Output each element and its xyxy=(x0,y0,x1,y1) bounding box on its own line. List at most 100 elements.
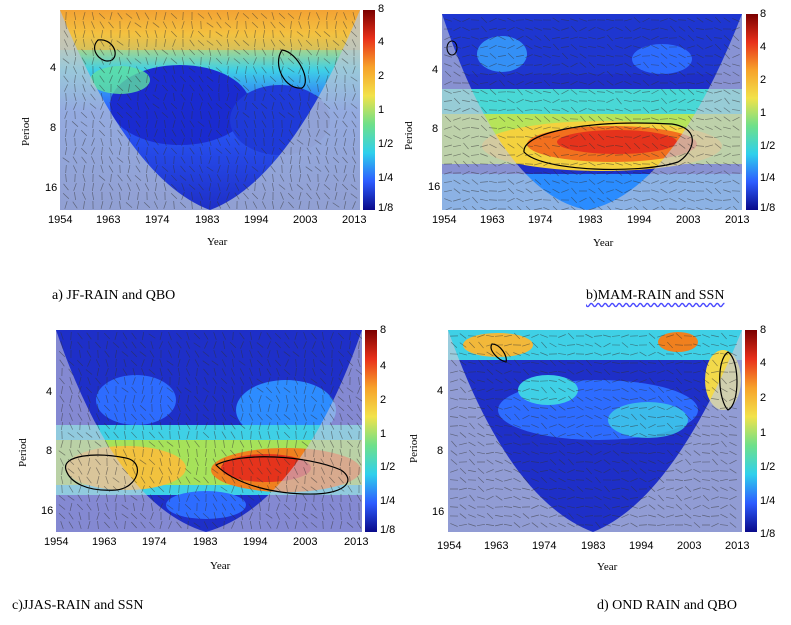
phase-arrow xyxy=(275,494,281,502)
phase-arrow xyxy=(576,505,584,509)
phase-arrow xyxy=(516,206,522,210)
phase-arrow xyxy=(338,386,344,394)
phase-arrow xyxy=(612,468,620,474)
phase-arrow xyxy=(249,350,253,358)
phase-arrow xyxy=(516,143,524,149)
phase-arrow xyxy=(278,184,286,190)
phase-arrow xyxy=(215,57,223,65)
phase-arrow xyxy=(193,477,201,483)
phase-arrow xyxy=(711,378,719,384)
phase-arrow xyxy=(701,479,711,481)
phase-arrow xyxy=(667,341,673,349)
phase-arrow xyxy=(338,476,344,484)
phase-arrows-0 xyxy=(62,11,358,210)
phase-arrow xyxy=(268,475,270,485)
phase-arrow xyxy=(230,377,236,385)
phase-arrow xyxy=(161,49,169,55)
phase-arrow xyxy=(648,451,656,455)
phase-arrow xyxy=(95,413,101,421)
phase-arrow xyxy=(531,505,539,509)
phase-arrow xyxy=(684,388,692,392)
phase-arrow xyxy=(702,405,710,411)
phase-arrow xyxy=(552,180,560,184)
phase-arrow xyxy=(302,521,308,529)
phase-arrow xyxy=(552,135,560,139)
phase-arrow xyxy=(293,395,299,403)
phase-arrow xyxy=(80,121,88,127)
phase-arrow xyxy=(724,52,730,60)
phase-arrow xyxy=(594,397,602,401)
phase-arrow xyxy=(322,331,324,341)
phase-arrow xyxy=(621,334,629,338)
phase-arrow xyxy=(116,111,124,119)
phase-arrow xyxy=(320,377,326,385)
phase-arrow xyxy=(163,138,167,146)
phase-arrow xyxy=(553,151,559,159)
phase-arrow xyxy=(259,502,261,512)
phase-arrow xyxy=(657,370,665,374)
phase-arrow xyxy=(341,58,349,64)
phase-arrow xyxy=(732,205,738,210)
phase-arrow xyxy=(135,30,141,38)
phase-arrow xyxy=(191,200,193,210)
phase-arrow xyxy=(140,341,146,349)
phase-arrow xyxy=(152,76,160,82)
phase-arrow xyxy=(696,125,704,131)
phase-arrow xyxy=(139,512,147,520)
phase-arrow xyxy=(660,53,668,59)
phase-arrow xyxy=(693,477,701,483)
phase-arrow xyxy=(499,79,505,87)
phase-arrow xyxy=(135,75,141,83)
phase-arrow xyxy=(132,368,136,376)
phase-arrow xyxy=(714,116,722,122)
phase-arrow xyxy=(516,99,524,103)
phase-arrow xyxy=(639,369,647,375)
phase-arrow xyxy=(226,57,230,65)
phase-arrow xyxy=(657,415,665,419)
colorbar-d xyxy=(745,330,757,532)
phase-arrow xyxy=(486,487,494,491)
phase-arrow xyxy=(280,129,284,137)
phase-arrow xyxy=(656,470,666,472)
phase-arrow xyxy=(123,359,127,367)
phase-arrow xyxy=(513,495,521,501)
phase-arrow xyxy=(266,332,272,340)
phase-arrow xyxy=(693,522,701,528)
phase-arrow xyxy=(570,62,578,68)
phase-arrow xyxy=(266,368,272,376)
phase-arrow xyxy=(477,334,485,338)
phase-arrow xyxy=(314,139,322,145)
phase-arrow xyxy=(91,57,95,65)
phase-arrow xyxy=(504,334,512,338)
phase-arrow xyxy=(83,182,85,192)
phase-arrow xyxy=(444,115,452,123)
xtick-a-1: 1963 xyxy=(96,214,121,226)
phase-arrow xyxy=(513,396,521,402)
phase-arrow xyxy=(720,513,728,519)
phase-arrow xyxy=(151,502,153,512)
phase-arrow xyxy=(459,415,467,419)
phase-arrow xyxy=(357,359,361,367)
phase-arrow xyxy=(459,487,467,491)
phase-arrow xyxy=(651,143,659,149)
phase-arrow xyxy=(459,523,467,527)
phase-arrow xyxy=(194,395,200,403)
phase-arrow xyxy=(723,89,731,95)
phase-arrow xyxy=(444,70,452,78)
phase-arrow xyxy=(317,83,319,93)
phase-arrow xyxy=(674,443,684,445)
phase-arrow xyxy=(134,175,142,181)
phase-arrow xyxy=(196,430,198,440)
phase-arrow xyxy=(498,45,506,49)
phase-arrow xyxy=(587,46,597,48)
phase-arrow xyxy=(642,198,650,202)
phase-arrow xyxy=(521,425,531,427)
phase-arrow xyxy=(238,423,246,429)
phase-arrow xyxy=(82,174,86,182)
phase-arrow xyxy=(213,449,217,457)
xtick-a-2: 1974 xyxy=(145,214,170,226)
phase-arrow xyxy=(185,512,191,520)
phase-arrow xyxy=(181,84,185,92)
phase-arrow xyxy=(675,487,683,491)
phase-arrow xyxy=(301,486,309,492)
